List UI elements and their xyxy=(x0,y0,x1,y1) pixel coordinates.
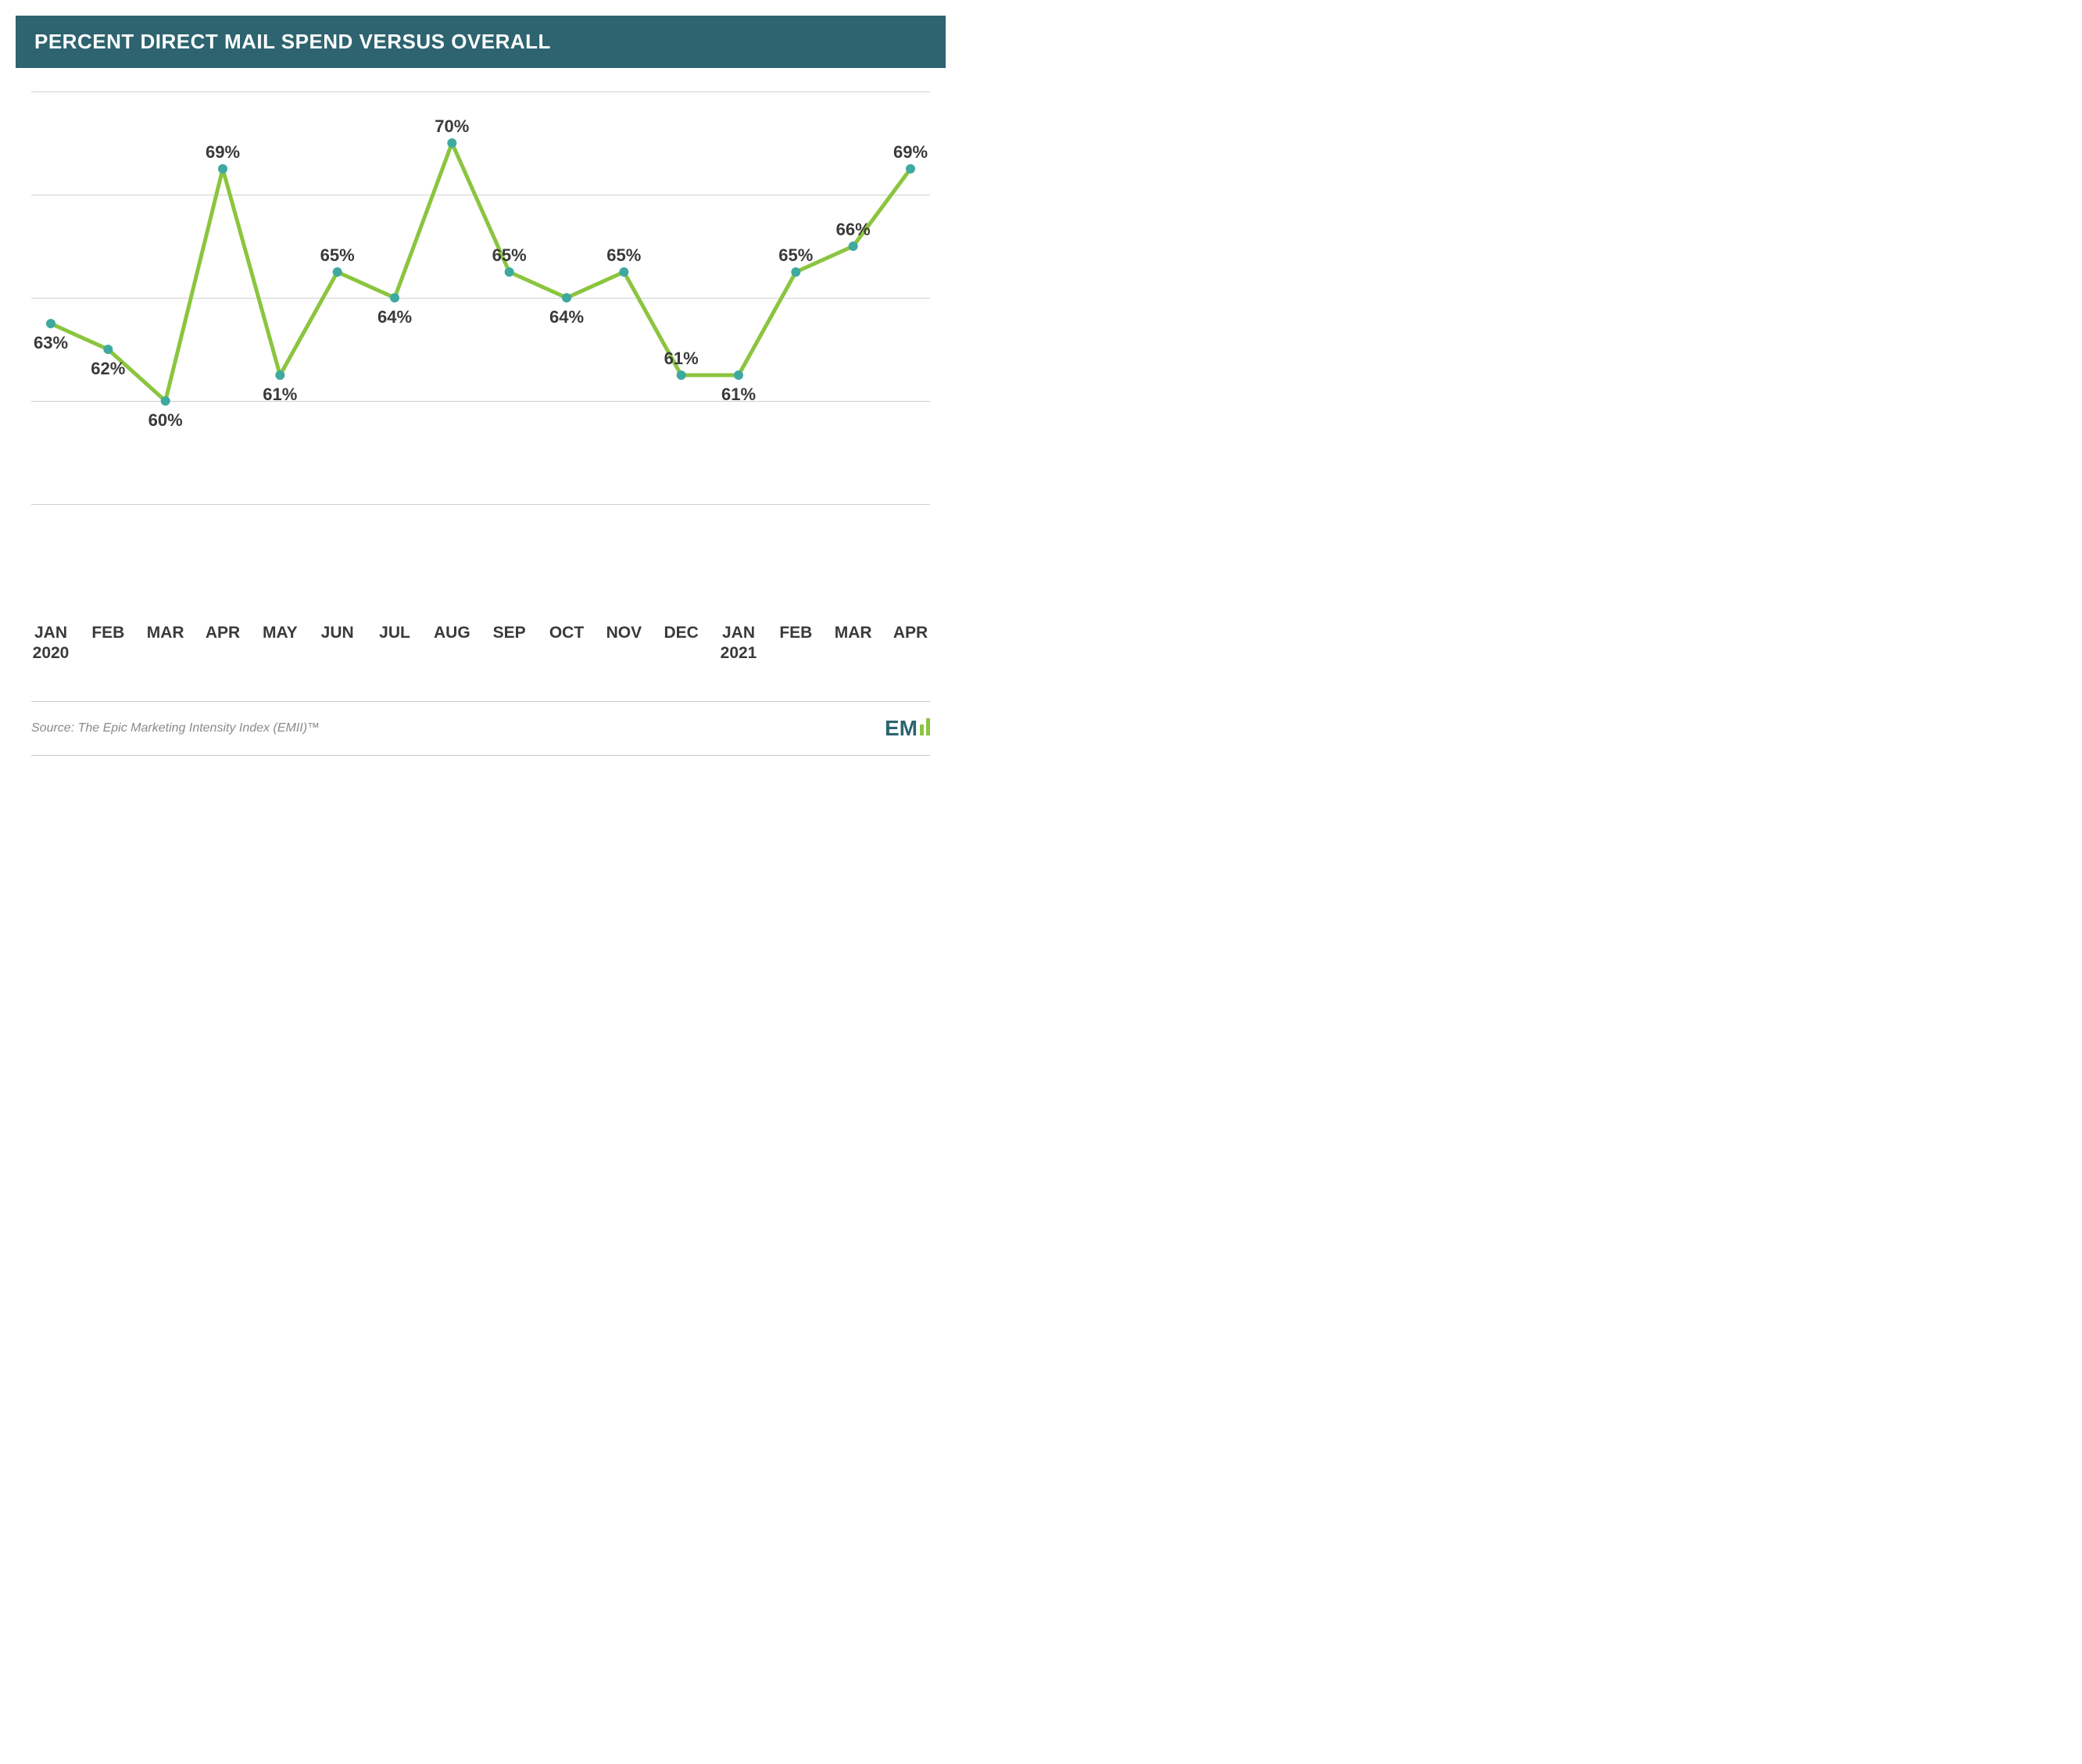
x-axis-tick: MAR xyxy=(147,623,184,643)
data-point xyxy=(505,267,514,277)
data-point xyxy=(333,267,342,277)
data-point xyxy=(734,370,743,380)
data-label: 64% xyxy=(377,307,412,327)
data-label: 61% xyxy=(721,385,756,405)
data-point xyxy=(390,293,399,302)
data-label: 63% xyxy=(34,333,68,353)
data-label: 61% xyxy=(263,385,297,405)
data-point xyxy=(447,138,456,148)
data-point xyxy=(849,242,858,251)
data-label: 60% xyxy=(148,410,183,431)
x-axis-tick: NOV xyxy=(606,623,642,643)
logo-bar-tall-icon xyxy=(926,718,930,735)
data-point xyxy=(906,164,915,174)
logo: EM xyxy=(885,716,930,741)
chart-footer: Source: The Epic Marketing Intensity Ind… xyxy=(31,701,930,756)
data-label: 66% xyxy=(836,220,871,240)
chart-line xyxy=(51,143,910,401)
data-label: 65% xyxy=(778,245,813,266)
x-axis-tick: OCT xyxy=(549,623,584,643)
chart-area: 63% 62% 60% 69% 61% 65% 64% 70% 65% 64% 65% 61% 61% 6… xyxy=(31,91,930,685)
x-axis-tick: SEP xyxy=(493,623,526,643)
x-axis-tick: MAR xyxy=(835,623,872,643)
data-label: 69% xyxy=(206,142,240,163)
x-axis-tick: MAY xyxy=(263,623,298,643)
x-axis-tick: JUN xyxy=(321,623,354,643)
x-axis-tick: AUG xyxy=(434,623,470,643)
logo-bar-short-icon xyxy=(920,725,924,735)
data-point xyxy=(103,345,113,354)
source-text: Source: The Epic Marketing Intensity Ind… xyxy=(31,721,320,735)
x-axis-tick: FEB xyxy=(91,623,124,643)
x-axis-tick: JUL xyxy=(379,623,410,643)
data-label: 70% xyxy=(435,116,469,137)
data-label: 65% xyxy=(606,245,641,266)
data-point xyxy=(218,164,227,174)
x-axis-tick: APR xyxy=(893,623,928,643)
data-label: 61% xyxy=(664,349,699,369)
x-axis-tick: APR xyxy=(206,623,240,643)
data-label: 65% xyxy=(320,245,355,266)
x-axis-tick: JAN2021 xyxy=(721,623,757,664)
data-label: 64% xyxy=(549,307,584,327)
data-point xyxy=(677,370,686,380)
data-point xyxy=(619,267,628,277)
plot-area: 63% 62% 60% 69% 61% 65% 64% 70% 65% 64% 65% 61% 61% 6… xyxy=(31,91,930,607)
x-axis-tick: JAN2020 xyxy=(33,623,70,664)
data-label: 65% xyxy=(492,245,527,266)
line-chart-svg xyxy=(31,91,930,607)
data-point xyxy=(562,293,571,302)
data-label: 69% xyxy=(893,142,928,163)
x-axis-tick: DEC xyxy=(664,623,698,643)
logo-text: EM xyxy=(885,716,918,741)
data-point xyxy=(791,267,800,277)
data-point xyxy=(275,370,284,380)
data-point xyxy=(161,396,170,406)
chart-container: PERCENT DIRECT MAIL SPEND VERSUS OVERALL… xyxy=(16,16,946,756)
data-point xyxy=(46,319,55,328)
x-axis-tick: FEB xyxy=(779,623,812,643)
x-axis: JAN2020 FEB MAR APR MAY JUN JUL AUG SEP OCT NOV DEC… xyxy=(31,615,930,685)
chart-title: PERCENT DIRECT MAIL SPEND VERSUS OVERALL xyxy=(16,16,946,68)
data-label: 62% xyxy=(91,359,125,379)
